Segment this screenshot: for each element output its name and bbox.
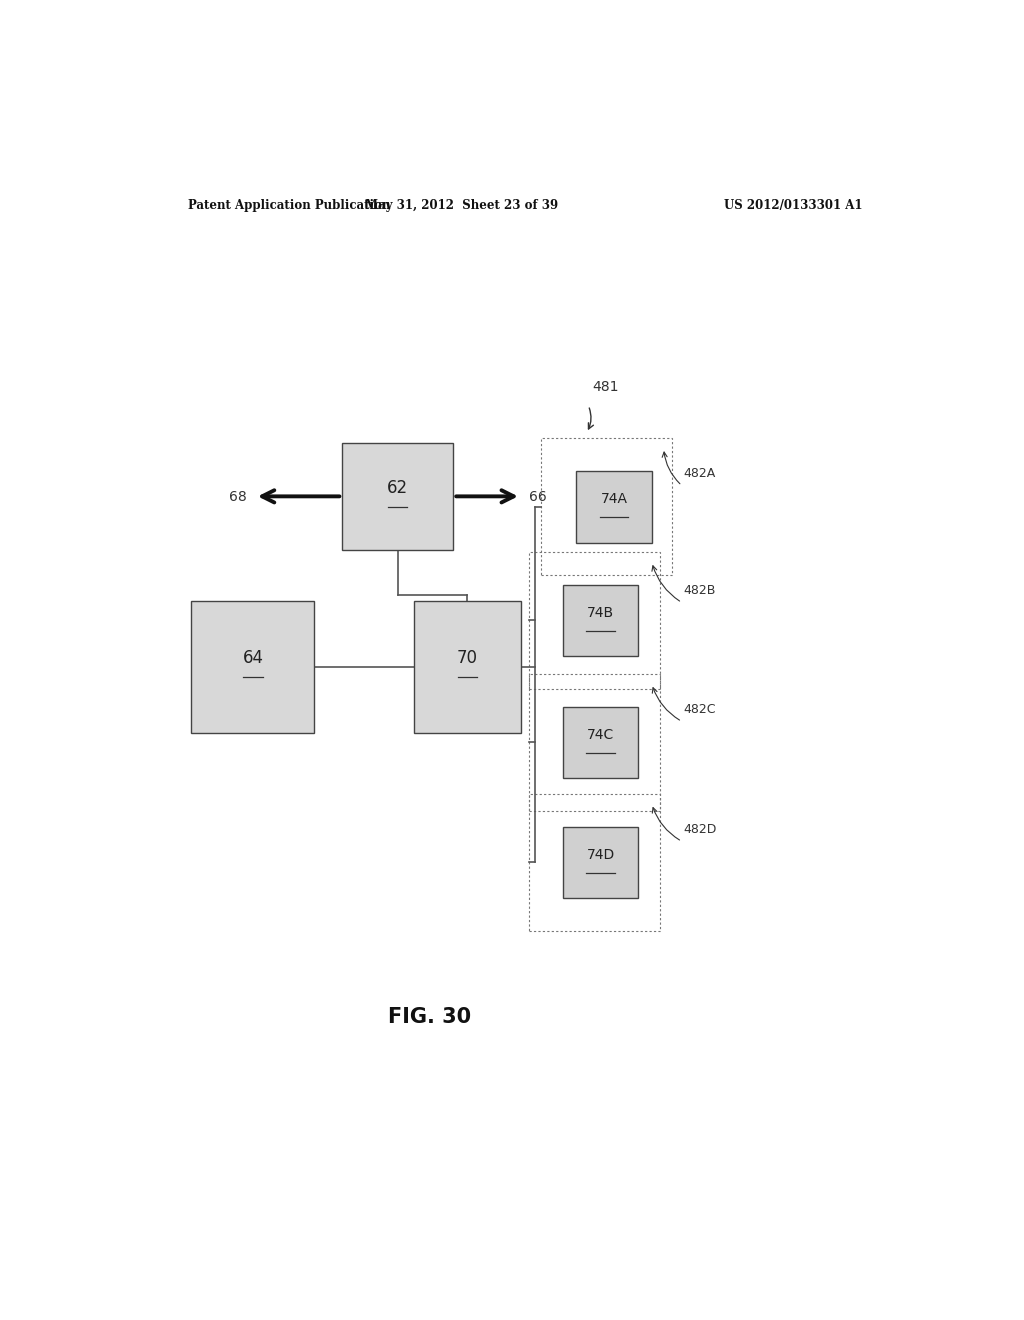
Bar xyxy=(563,585,638,656)
Bar xyxy=(541,438,672,576)
Text: 74C: 74C xyxy=(587,727,614,742)
Text: May 31, 2012  Sheet 23 of 39: May 31, 2012 Sheet 23 of 39 xyxy=(365,198,558,211)
Text: US 2012/0133301 A1: US 2012/0133301 A1 xyxy=(724,198,862,211)
Bar xyxy=(528,673,659,810)
Bar xyxy=(528,793,659,931)
Text: Patent Application Publication: Patent Application Publication xyxy=(187,198,390,211)
Text: 64: 64 xyxy=(243,649,263,668)
Text: 482B: 482B xyxy=(684,583,716,597)
Bar xyxy=(577,471,651,543)
Text: 66: 66 xyxy=(528,490,547,504)
Text: FIG. 30: FIG. 30 xyxy=(388,1007,471,1027)
Text: 482A: 482A xyxy=(684,467,716,480)
Text: 74D: 74D xyxy=(587,847,614,862)
Bar xyxy=(528,552,659,689)
Text: 482C: 482C xyxy=(684,702,716,715)
Bar xyxy=(414,601,521,733)
Text: 74A: 74A xyxy=(601,492,628,506)
Text: 74B: 74B xyxy=(587,606,614,619)
Bar xyxy=(191,601,314,733)
Text: 68: 68 xyxy=(229,490,247,504)
Bar xyxy=(342,444,454,549)
Text: 481: 481 xyxy=(592,380,618,395)
Bar xyxy=(563,708,638,779)
Text: 482D: 482D xyxy=(684,822,717,836)
Text: 70: 70 xyxy=(457,649,478,668)
Bar xyxy=(563,828,638,899)
Text: 62: 62 xyxy=(387,479,409,498)
